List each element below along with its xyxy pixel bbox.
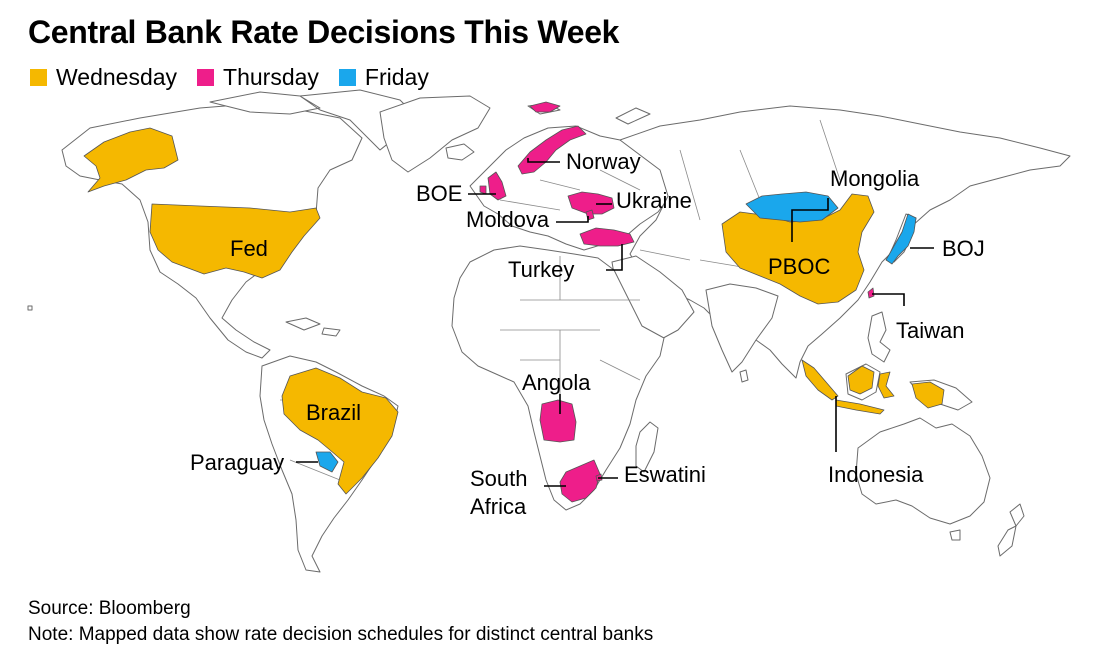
land-madagascar (635, 421, 659, 473)
region-alaska (83, 127, 179, 193)
region-turkey (579, 227, 635, 247)
land-iceland (445, 143, 475, 161)
label-boe: BOE (416, 181, 462, 206)
region-indonesia-sumatra (801, 359, 839, 401)
label-turkey: Turkey (508, 257, 574, 282)
region-united-states (149, 203, 321, 279)
land-philippines (867, 311, 891, 363)
region-indonesia-papua (911, 381, 945, 409)
land-europe (469, 125, 671, 251)
land-tasmania (949, 529, 961, 541)
source-note: Source: Bloomberg (28, 598, 191, 619)
leader-moldova (556, 216, 589, 223)
label-indonesia: Indonesia (828, 462, 924, 487)
label-paraguay: Paraguay (190, 450, 284, 475)
region-mongolia (745, 191, 839, 223)
legend-item-wednesday: Wednesday (30, 64, 177, 91)
label-angola: Angola (522, 370, 591, 395)
label-mongolia: Mongolia (830, 166, 920, 191)
legend-swatch-thursday (197, 69, 215, 86)
land-sri-lanka (739, 369, 749, 383)
region-indonesia-java (835, 399, 885, 415)
land-india (705, 283, 779, 373)
region-taiwan (867, 287, 875, 299)
legend: Wednesday Thursday Friday (30, 64, 449, 91)
land-caribbean (285, 317, 341, 337)
legend-label-friday: Friday (364, 64, 429, 90)
legend-item-thursday: Thursday (197, 64, 319, 91)
legend-label-wednesday: Wednesday (56, 64, 178, 90)
land-small-island (27, 305, 33, 311)
leader-taiwan (872, 293, 905, 306)
region-indonesia-sulawesi (877, 371, 895, 399)
leader-turkey (606, 244, 623, 271)
footnote: Note: Mapped data show rate decision sch… (28, 624, 654, 645)
label-moldova: Moldova (466, 207, 550, 232)
region-indonesia-borneo (847, 365, 875, 395)
friday-regions (315, 191, 917, 473)
region-norway-svalbard (529, 101, 561, 113)
leader-mongolia (791, 198, 829, 242)
region-south-africa (559, 459, 601, 503)
label-taiwan: Taiwan (896, 318, 964, 343)
legend-swatch-friday (338, 69, 356, 86)
legend-label-thursday: Thursday (223, 64, 319, 90)
label-pboc: PBOC (768, 254, 830, 279)
chart-title: Central Bank Rate Decisions This Week (28, 14, 620, 50)
wednesday-regions (83, 127, 945, 495)
label-boj: BOJ (942, 236, 985, 261)
thursday-regions (479, 101, 875, 503)
region-brazil (281, 367, 399, 495)
region-japan (885, 213, 917, 265)
land-new-zealand (997, 503, 1025, 557)
map-labels: Norway BOE Ukraine Moldova Turkey Mongol… (190, 149, 985, 519)
label-south-africa-line1: South (470, 466, 528, 491)
label-south-africa-line2: Africa (470, 494, 527, 519)
land-australia (855, 417, 991, 525)
region-ukraine (567, 191, 615, 215)
label-fed: Fed (230, 236, 268, 261)
label-eswatini: Eswatini (624, 462, 706, 487)
leader-norway (527, 158, 560, 163)
label-ukraine: Ukraine (616, 188, 692, 213)
legend-item-friday: Friday (338, 64, 429, 91)
legend-swatch-wednesday (30, 69, 47, 86)
leader-lines (296, 158, 934, 487)
label-norway: Norway (566, 149, 641, 174)
land-greenland (379, 95, 491, 173)
label-brazil: Brazil (306, 400, 361, 425)
region-angola (539, 399, 577, 443)
region-paraguay (315, 451, 339, 473)
